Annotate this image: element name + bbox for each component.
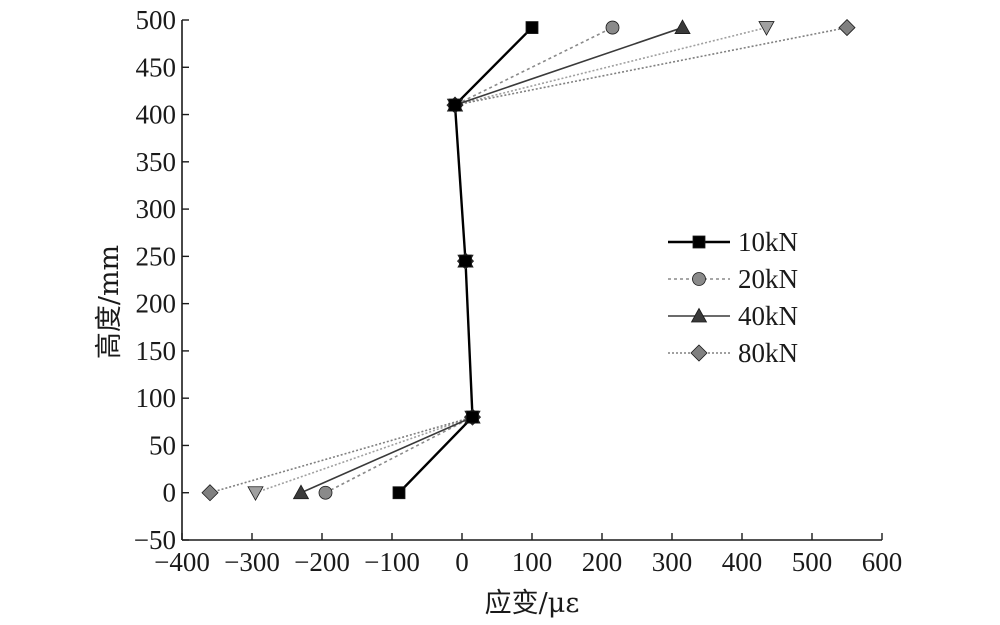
plot-lines: [209, 26, 848, 494]
x-tick-label: −400: [154, 547, 210, 577]
series-line-40kN: [300, 26, 683, 494]
x-tick-label: 600: [862, 547, 903, 577]
x-tick-label: −200: [294, 547, 350, 577]
legend-marker: [692, 272, 706, 286]
y-tick-label: 100: [136, 383, 177, 413]
series-line-80kN: [209, 26, 848, 494]
y-tick-label: 250: [136, 241, 177, 271]
x-tick-label: 100: [512, 547, 553, 577]
data-point-40kN: [674, 19, 691, 34]
series-line-unlabeled: [255, 26, 767, 494]
legend-label: 40kN: [738, 301, 798, 331]
data-point-20kN: [605, 20, 620, 35]
y-tick-label: 150: [136, 336, 177, 366]
x-tick-label: −300: [224, 547, 280, 577]
x-tick-label: 200: [582, 547, 623, 577]
x-axis-title: 应变/με: [485, 588, 580, 619]
legend-marker: [690, 344, 708, 362]
data-point-10kN: [392, 486, 406, 500]
data-point-80kN: [838, 18, 856, 37]
data-point-unlabeled: [758, 21, 775, 36]
data-point-80kN: [201, 484, 219, 502]
plot-markers: [201, 18, 856, 502]
legend-marker: [690, 307, 708, 323]
legend-label: 10kN: [738, 227, 798, 257]
y-axis-title: 高度/mm: [94, 245, 125, 359]
y-tick-label: 350: [136, 147, 177, 177]
legend: 10kN 20kN 40kN 80kN: [668, 227, 798, 368]
x-tick-label: 0: [455, 547, 469, 577]
data-point-unlabeled: [247, 486, 264, 502]
ticks: −400 −300 −200 −100 0 100 200 300 400 500 600 −50 0 5…: [134, 5, 902, 577]
x-tick-label: 300: [652, 547, 693, 577]
series-line-20kN: [325, 26, 613, 494]
y-tick-label: 300: [136, 194, 177, 224]
data-point-20kN: [318, 485, 333, 500]
y-tick-label: 500: [136, 5, 177, 35]
y-tick-label: 400: [136, 100, 177, 130]
data-point-10kN: [448, 98, 462, 112]
data-point-40kN: [292, 484, 310, 500]
y-tick-label: 450: [136, 52, 177, 82]
legend-marker: [692, 235, 706, 249]
legend-label: 80kN: [738, 338, 798, 368]
data-point-10kN: [466, 410, 479, 424]
legend-label: 20kN: [738, 264, 798, 294]
y-tick-label: 50: [149, 430, 176, 460]
y-tick-label: −50: [134, 525, 176, 555]
y-tick-label: 0: [163, 478, 177, 508]
x-tick-label: 400: [722, 547, 763, 577]
y-tick-label: 200: [136, 289, 177, 319]
x-tick-label: −100: [364, 547, 420, 577]
data-point-10kN: [459, 254, 472, 268]
x-tick-label: 500: [792, 547, 833, 577]
data-point-10kN: [525, 21, 539, 34]
